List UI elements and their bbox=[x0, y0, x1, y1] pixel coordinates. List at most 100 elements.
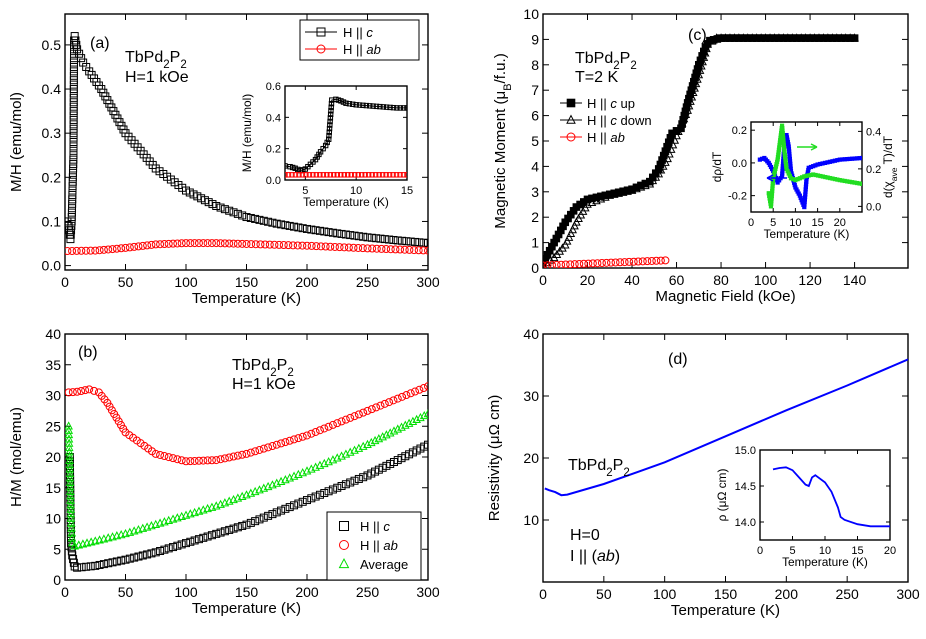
data-point bbox=[688, 87, 698, 97]
legend-label-part: c bbox=[383, 519, 390, 534]
y-tick-label: 0.2 bbox=[266, 144, 281, 156]
legend-label: H || ab bbox=[343, 42, 381, 57]
data-point bbox=[233, 523, 242, 532]
data-point bbox=[327, 111, 334, 118]
x-tick-label: 200 bbox=[295, 274, 319, 290]
data-point bbox=[358, 172, 365, 178]
x-tick-label: 0 bbox=[539, 586, 547, 602]
data-point bbox=[738, 33, 748, 42]
data-point bbox=[328, 104, 334, 110]
legend-label: H || ab bbox=[587, 130, 625, 145]
x-tick-label: 15 bbox=[811, 217, 823, 229]
panel-label: (a) bbox=[90, 35, 110, 52]
data-point bbox=[182, 457, 190, 466]
data-point bbox=[310, 172, 316, 178]
legend-label: H || ab bbox=[360, 538, 398, 553]
series-group bbox=[285, 96, 407, 178]
data-point bbox=[326, 242, 335, 251]
data-point bbox=[602, 258, 611, 267]
y-axis-label-part: H/M (mol/emu) bbox=[8, 407, 25, 507]
annotation-part: T=2 K bbox=[575, 69, 618, 86]
data-point bbox=[638, 257, 647, 266]
data-point bbox=[333, 229, 342, 238]
annotation-part: P bbox=[277, 357, 288, 374]
legend-marker bbox=[566, 114, 576, 124]
data-point bbox=[620, 258, 629, 267]
y-axis-label: M/H (emu/mol) bbox=[240, 94, 254, 173]
data-point bbox=[143, 550, 152, 559]
data-point bbox=[390, 104, 397, 111]
data-point bbox=[285, 221, 294, 230]
data-point bbox=[86, 246, 95, 255]
data-point bbox=[225, 206, 234, 215]
inset: 5 10 15 0.0 0.2 0.4 0.6 Temperature (K) M/H (emu… bbox=[240, 81, 413, 209]
data-point bbox=[69, 58, 78, 67]
x-tick-label: 10 bbox=[819, 545, 831, 557]
x-tick-label: 140 bbox=[843, 272, 867, 288]
data-point bbox=[66, 235, 75, 244]
data-point bbox=[203, 456, 212, 465]
data-point bbox=[216, 528, 225, 537]
data-point bbox=[216, 455, 225, 464]
x-tick-label: 50 bbox=[118, 274, 134, 290]
panel-label: (c) bbox=[688, 27, 707, 44]
data-point bbox=[419, 238, 428, 247]
data-point bbox=[333, 419, 342, 428]
data-point bbox=[251, 214, 260, 223]
data-point bbox=[334, 172, 340, 178]
data-point bbox=[363, 102, 370, 109]
data-point bbox=[557, 260, 566, 268]
annotation-part: 2 bbox=[287, 367, 293, 379]
data-point bbox=[66, 486, 75, 495]
annotation: TbPd2P2 bbox=[568, 457, 630, 479]
data-point bbox=[341, 230, 350, 239]
data-point bbox=[783, 33, 793, 42]
data-point bbox=[382, 430, 391, 439]
data-point bbox=[625, 257, 634, 266]
legend-marker bbox=[566, 132, 576, 142]
data-point bbox=[373, 103, 380, 110]
data-point bbox=[779, 33, 788, 42]
data-point bbox=[345, 172, 351, 178]
data-point bbox=[338, 172, 344, 178]
data-point bbox=[272, 219, 281, 228]
data-point bbox=[324, 139, 330, 146]
legend-label-part: ab bbox=[366, 42, 380, 57]
data-point bbox=[423, 409, 428, 418]
data-point bbox=[134, 242, 143, 251]
data-point bbox=[356, 102, 363, 108]
y-right-axis-label-part: ave bbox=[889, 167, 899, 181]
data-point bbox=[859, 181, 862, 186]
data-point bbox=[199, 239, 208, 248]
data-point bbox=[397, 172, 403, 178]
y-axis-label-part: B bbox=[502, 83, 514, 90]
data-point bbox=[73, 387, 82, 396]
data-point bbox=[91, 246, 100, 255]
data-point bbox=[65, 421, 73, 430]
data-point bbox=[326, 129, 332, 135]
data-point bbox=[281, 438, 290, 447]
y-tick-label: 7 bbox=[531, 82, 539, 98]
data-point bbox=[337, 417, 346, 426]
y-tick-label: 0.5 bbox=[42, 37, 62, 53]
data-point bbox=[277, 220, 286, 229]
data-point bbox=[385, 398, 394, 407]
data-point bbox=[370, 435, 380, 445]
annotation: H=1 kOe bbox=[232, 376, 296, 393]
y-axis-label-part: M/H (emu/mol) bbox=[8, 92, 25, 192]
data-point bbox=[354, 232, 363, 241]
data-point bbox=[303, 241, 311, 250]
data-point bbox=[251, 447, 260, 456]
x-axis-label-part: Temperature (K) bbox=[192, 600, 301, 617]
y-axis-label-part: dρ/dT bbox=[710, 152, 724, 183]
y-tick-label: 0.3 bbox=[42, 125, 62, 141]
y-axis-label-part: ρ (μΩ cm) bbox=[715, 469, 729, 522]
x-tick-label: 20 bbox=[580, 272, 596, 288]
data-point bbox=[344, 243, 353, 252]
data-point bbox=[293, 241, 302, 250]
data-point bbox=[324, 228, 333, 237]
data-point bbox=[186, 537, 195, 546]
data-point bbox=[104, 245, 113, 254]
data-point bbox=[67, 523, 76, 532]
annotation-part: H=1 kOe bbox=[232, 376, 296, 393]
